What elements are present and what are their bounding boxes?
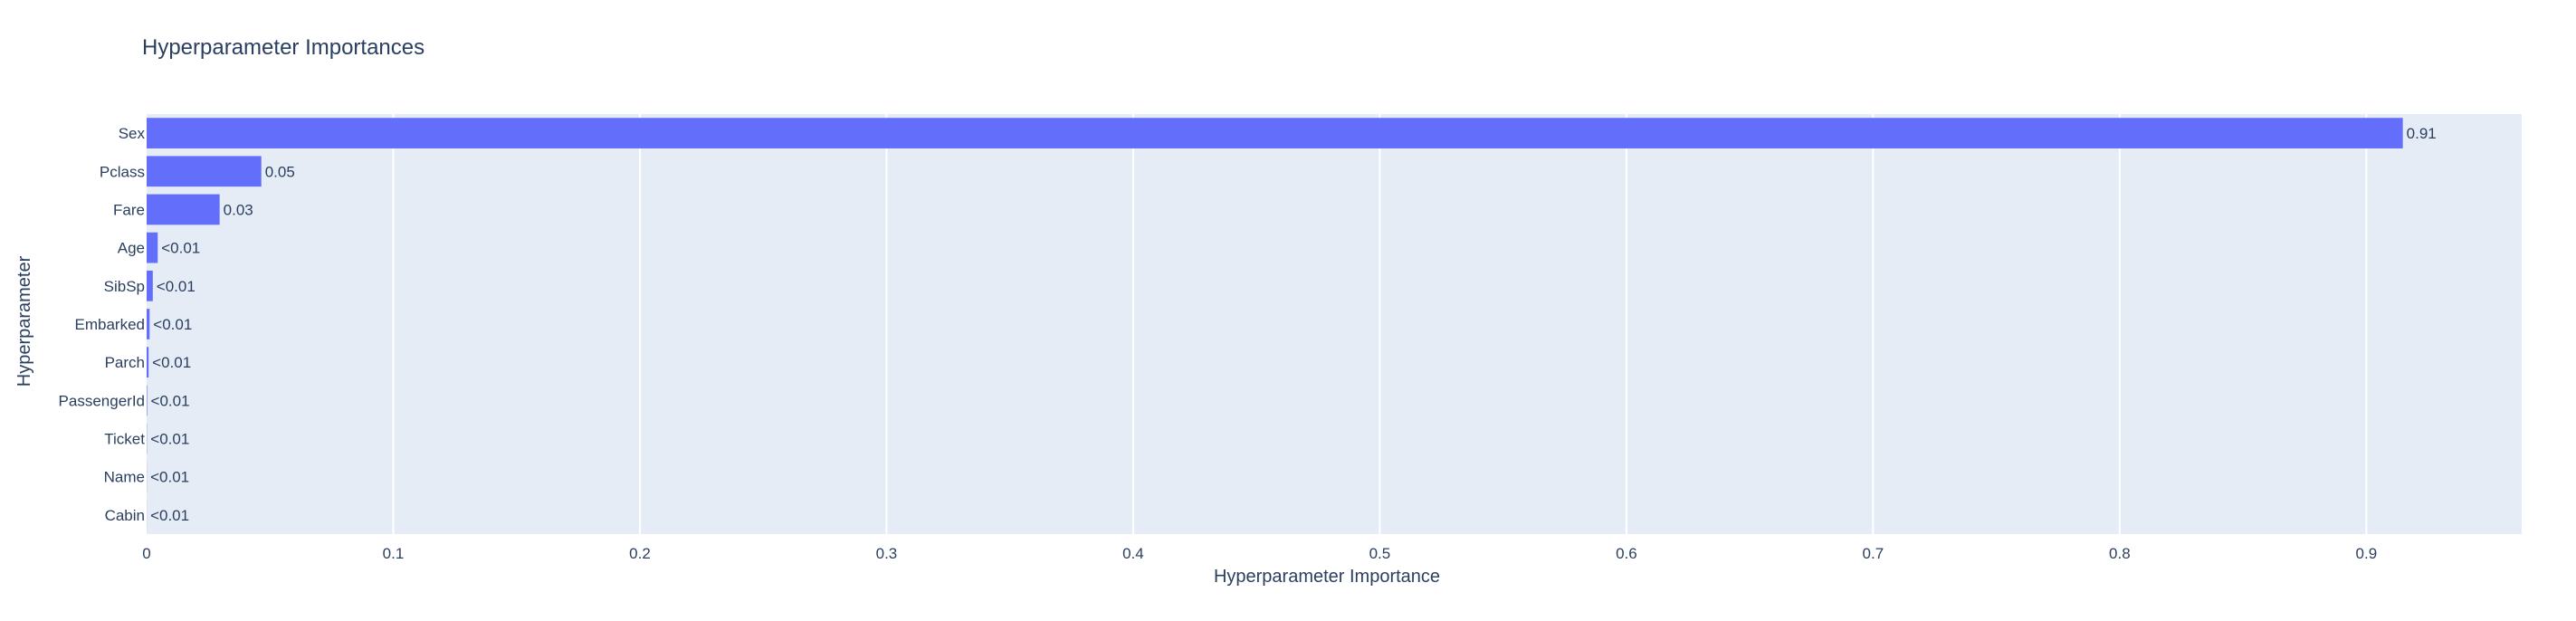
y-tick-label-sibsp: SibSp	[104, 278, 145, 295]
bar-passengerid	[147, 385, 148, 416]
x-tick-label: 0.3	[876, 545, 898, 562]
y-tick-label-fare: Fare	[113, 201, 145, 218]
data-label-sex: 0.91	[2407, 125, 2437, 142]
data-label-age: <0.01	[161, 240, 200, 257]
x-tick-label: 0.9	[2356, 545, 2378, 562]
plot-area	[147, 114, 2522, 534]
data-label-ticket: <0.01	[150, 431, 189, 448]
data-label-parch: <0.01	[152, 354, 191, 371]
y-tick-label-cabin: Cabin	[105, 507, 145, 524]
x-tick-label: 0	[142, 545, 150, 562]
x-tick-label: 0.4	[1122, 545, 1144, 562]
y-tick-label-name: Name	[104, 469, 145, 486]
bar-fare	[147, 194, 220, 225]
y-tick-label-sex: Sex	[119, 125, 146, 142]
bar-sex	[147, 118, 2403, 148]
x-axis-ticks: 0 0.1 0.2 0.3 0.4 0.5 0.6 0.7 0.8 0.9	[142, 545, 2377, 562]
data-label-cabin: <0.01	[150, 507, 189, 524]
bar-age	[147, 232, 158, 263]
bar-embarked	[147, 309, 150, 339]
grid-lines	[392, 114, 2368, 534]
data-label-name: <0.01	[150, 469, 189, 486]
y-axis-title: Hyperparameter	[14, 255, 34, 387]
x-tick-label: 0.6	[1616, 545, 1637, 562]
x-tick-label: 0.8	[2109, 545, 2131, 562]
chart-title: Hyperparameter Importances	[142, 35, 425, 60]
data-labels: 0.91 0.05 0.03 <0.01 <0.01 <0.01 <0.01 <0.01 <0.…	[150, 125, 2437, 524]
y-axis-ticks: Sex Pclass Fare Age SibSp Embarked Parch Passen…	[59, 125, 146, 524]
y-tick-label-embarked: Embarked	[75, 316, 145, 333]
bars	[147, 118, 2403, 530]
data-label-pclass: 0.05	[265, 163, 295, 180]
data-label-embarked: <0.01	[153, 316, 192, 333]
y-tick-label-passengerid: PassengerId	[59, 392, 145, 409]
bar-pclass	[147, 156, 262, 187]
data-label-sibsp: <0.01	[157, 278, 196, 295]
bar-sibsp	[147, 270, 153, 301]
y-tick-label-ticket: Ticket	[104, 431, 145, 448]
x-tick-label: 0.1	[383, 545, 405, 562]
bar-parch	[147, 347, 149, 378]
data-label-fare: 0.03	[224, 201, 253, 218]
x-axis-title: Hyperparameter Importance	[1214, 567, 1440, 587]
y-tick-label-parch: Parch	[105, 354, 145, 371]
x-tick-label: 0.5	[1369, 545, 1391, 562]
x-tick-label: 0.7	[1863, 545, 1884, 562]
data-label-passengerid: <0.01	[151, 392, 190, 409]
x-tick-label: 0.2	[629, 545, 651, 562]
y-tick-label-age: Age	[118, 240, 145, 257]
y-tick-label-pclass: Pclass	[100, 163, 145, 180]
